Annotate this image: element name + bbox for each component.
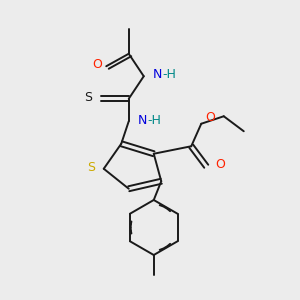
Text: S: S — [87, 161, 95, 174]
Text: O: O — [215, 158, 225, 172]
Text: -H: -H — [163, 68, 176, 82]
Text: O: O — [93, 58, 102, 71]
Text: N: N — [152, 68, 162, 82]
Text: S: S — [85, 91, 92, 104]
Text: O: O — [205, 111, 215, 124]
Text: N: N — [137, 113, 147, 127]
Text: -H: -H — [148, 113, 161, 127]
